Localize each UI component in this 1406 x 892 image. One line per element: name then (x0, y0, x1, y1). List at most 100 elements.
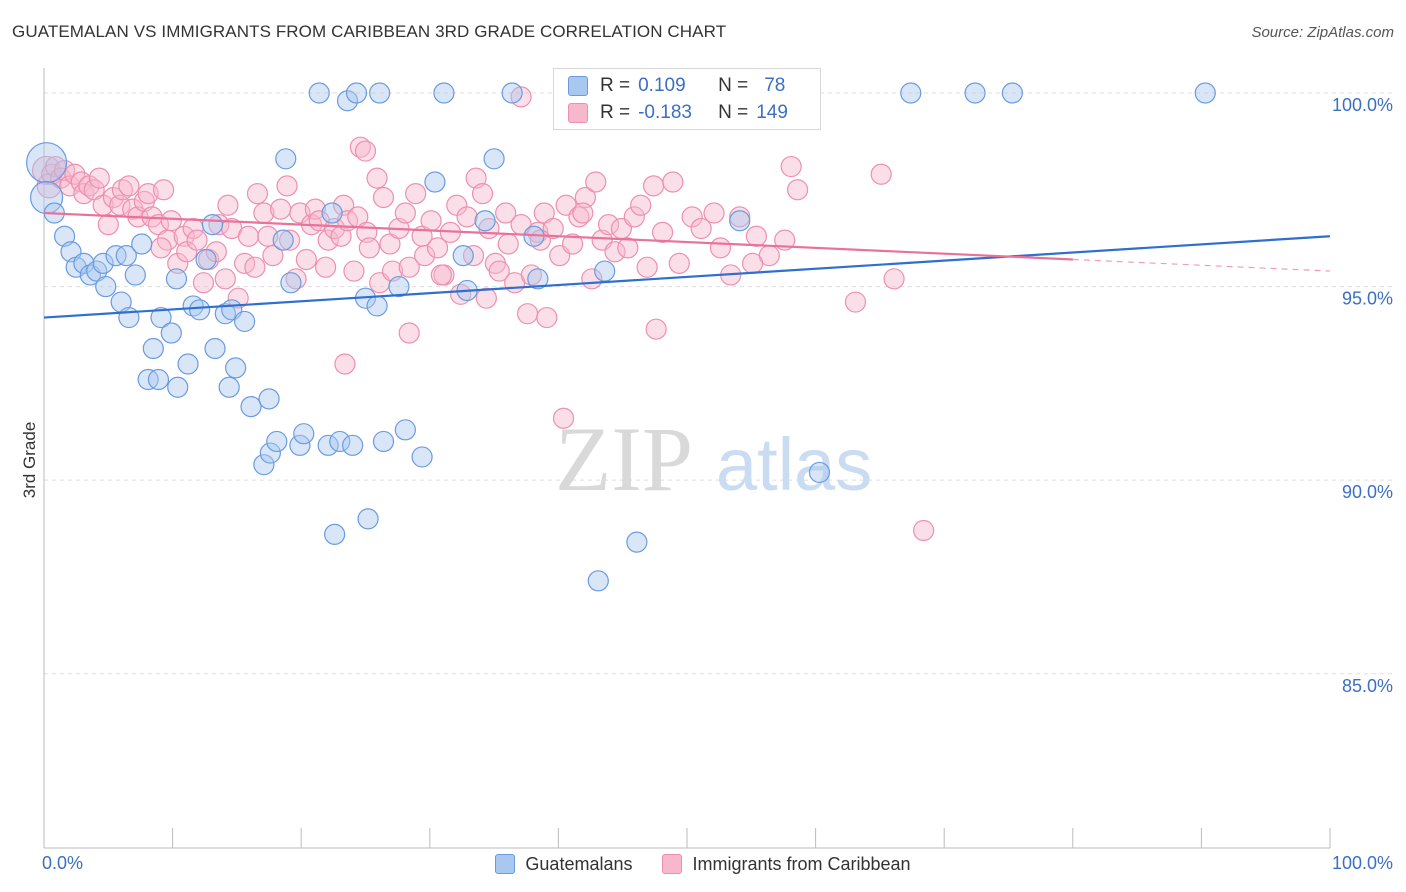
trend-line-caribbean-extension (1072, 258, 1331, 272)
guatemalan-point (280, 272, 302, 294)
guatemalan-point (527, 268, 549, 290)
caribbean-point (870, 163, 892, 185)
caribbean-point (636, 256, 658, 278)
caribbean-point (568, 206, 590, 228)
series-guatemalans-points (25, 82, 1216, 592)
caribbean-point (561, 233, 584, 255)
guatemalan-point (95, 275, 117, 298)
caribbean-point (520, 264, 542, 286)
guatemalan-point (150, 306, 172, 329)
caribbean-point (552, 407, 575, 429)
caribbean-point (279, 229, 301, 251)
r-label: R = (600, 75, 631, 96)
caribbean-point (597, 214, 620, 236)
caribbean-point (574, 186, 597, 209)
caribbean-point (109, 194, 131, 216)
caribbean-point (160, 210, 182, 232)
caribbean-point (642, 175, 665, 197)
caribbean-point (237, 225, 260, 247)
guatemalan-point (218, 376, 240, 398)
r-label: R = (600, 102, 631, 123)
caribbean-point (471, 183, 494, 205)
x-tick-label-start: 0.0% (42, 853, 83, 873)
legend-item-guatemalans[interactable]: Guatemalans (495, 852, 632, 876)
caribbean-point (774, 229, 796, 251)
caribbean-point (394, 202, 416, 224)
caribbean-point (317, 229, 339, 251)
caribbean-point (214, 268, 236, 290)
caribbean-point (295, 248, 317, 271)
guatemalan-point (394, 419, 416, 441)
caribbean-point (276, 175, 298, 197)
guatemalan-point (258, 388, 280, 410)
legend-label-caribbean: Immigrants from Caribbean (692, 853, 911, 874)
guatemalan-point (308, 82, 330, 104)
guatemalan-point (131, 233, 153, 255)
caribbean-point (88, 167, 110, 189)
guatemalan-point (124, 264, 146, 286)
x-tick-label-end: 100.0% (1332, 853, 1393, 873)
caribbean-point (244, 256, 266, 278)
caribbean-point (516, 303, 539, 325)
caribbean-point (150, 237, 172, 259)
guatemalan-point (147, 368, 170, 391)
caribbean-point (111, 179, 134, 201)
caribbean-point (495, 202, 517, 224)
legend-swatch-blue (495, 854, 516, 874)
caribbean-point (741, 252, 764, 274)
caribbean-point (217, 194, 239, 216)
guatemalan-point (240, 396, 262, 418)
watermark-zip: ZIP (555, 408, 693, 510)
caribbean-point (913, 519, 935, 542)
caribbean-point (645, 318, 667, 340)
caribbean-point (270, 198, 292, 220)
guatemalan-point (272, 229, 294, 251)
guatemalan-point (73, 252, 95, 274)
caribbean-point (883, 268, 905, 290)
caribbean-point (604, 241, 626, 263)
caribbean-point (173, 225, 195, 247)
y-tick-label: 85.0% (1342, 676, 1393, 696)
y-tick-label: 100.0% (1332, 95, 1393, 115)
caribbean-point (354, 140, 377, 162)
trend-line-guatemalans (43, 235, 1331, 319)
stats-row-guatemalans: R = 0.109 N = 78 (568, 75, 785, 97)
guatemalan-point (474, 210, 496, 232)
legend-item-caribbean[interactable]: Immigrants from Caribbean (662, 852, 911, 876)
guatemalan-point (626, 531, 648, 553)
guatemalan-point (253, 454, 275, 476)
guatemalan-point (336, 90, 359, 112)
caribbean-point (246, 183, 269, 205)
caribbean-point (786, 179, 809, 201)
caribbean-point (414, 244, 436, 267)
guatemalan-point (275, 148, 297, 170)
caribbean-point (405, 183, 427, 205)
guatemalan-point (115, 244, 137, 267)
caribbean-point (844, 291, 867, 313)
caribbean-point (398, 256, 420, 278)
stats-swatch-pink (568, 103, 588, 123)
caribbean-point (780, 155, 802, 178)
caribbean-point (536, 306, 558, 329)
guatemalan-point (321, 202, 343, 224)
guatemalan-point (195, 248, 217, 271)
guatemalan-point (424, 171, 446, 193)
caribbean-point (630, 194, 652, 216)
guatemalan-point (177, 353, 199, 375)
r-value: 0.109 (638, 75, 686, 96)
caribbean-point (343, 260, 365, 282)
chart-title: GUATEMALAN VS IMMIGRANTS FROM CARIBBEAN … (12, 22, 727, 41)
guatemalan-point (92, 252, 114, 274)
guatemalan-point (266, 430, 288, 453)
axes (43, 68, 1331, 849)
guatemalan-point (142, 337, 164, 360)
caribbean-point (430, 264, 452, 286)
caribbean-point (192, 272, 215, 294)
n-value: 149 (756, 102, 788, 123)
caribbean-point (617, 237, 639, 259)
guatemalan-point (324, 523, 346, 545)
guatemalan-point (1001, 82, 1023, 104)
guatemalan-point (808, 461, 831, 484)
guatemalan-point (1194, 82, 1216, 104)
caribbean-point (186, 229, 208, 251)
